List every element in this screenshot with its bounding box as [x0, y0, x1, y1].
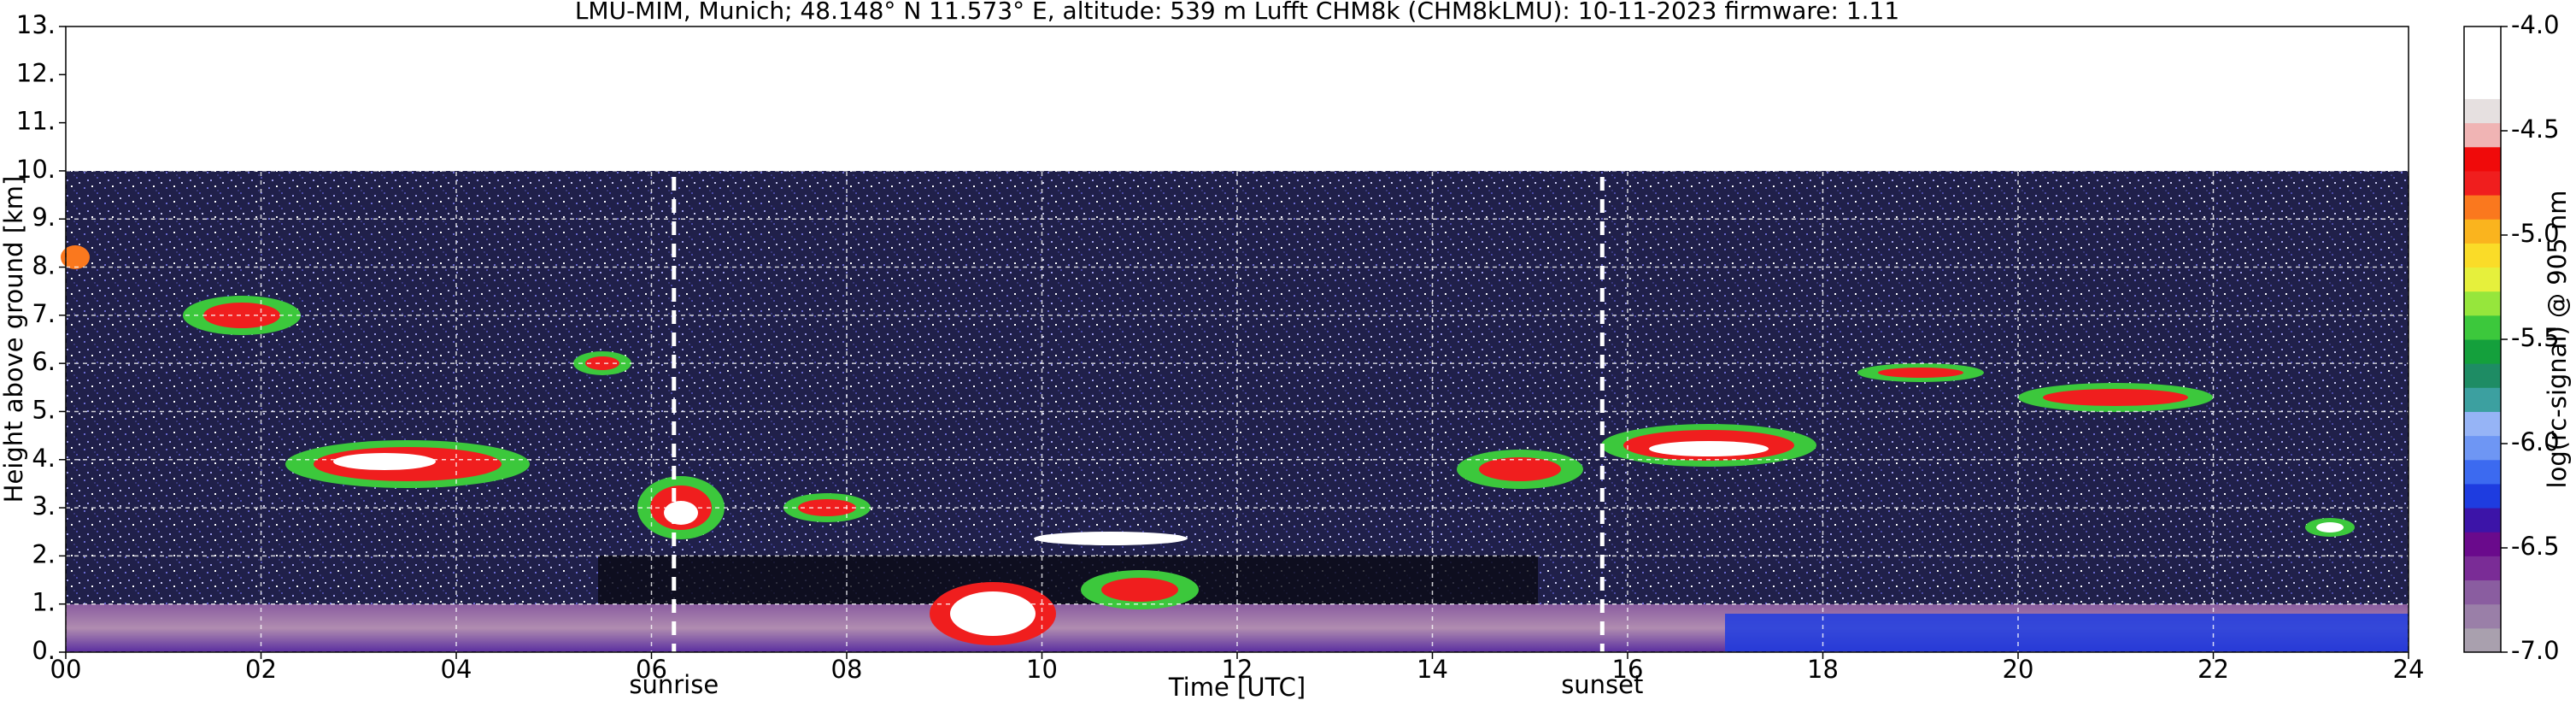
y-tick-label: 2. [32, 539, 56, 568]
y-tick-label: 7. [32, 299, 56, 328]
colorbar-swatch [2464, 50, 2501, 75]
colorbar-tick-label: -4.0 [2511, 10, 2560, 39]
y-tick-label: 10. [16, 155, 56, 184]
x-tick-label: 22 [2198, 655, 2229, 684]
annotation: sunrise [629, 670, 719, 699]
colorbar-swatch [2464, 122, 2501, 148]
colorbar-tick-label: -4.5 [2511, 115, 2560, 144]
heatmap [61, 171, 2409, 652]
x-tick-label: 12 [1222, 655, 1253, 684]
colorbar-swatch [2464, 603, 2501, 629]
y-tick-label: 11. [16, 107, 56, 136]
colorbar-tick-label: -6.5 [2511, 532, 2560, 561]
colorbar-swatch [2464, 98, 2501, 124]
colorbar-swatch [2464, 74, 2501, 99]
colorbar-swatch [2464, 387, 2501, 412]
colorbar-swatch [2464, 508, 2501, 532]
y-tick-label: 3. [32, 491, 56, 521]
colorbar-swatch [2464, 411, 2501, 437]
y-tick-label: 0. [32, 636, 56, 665]
colorbar-swatch [2464, 556, 2501, 581]
y-tick-label: 1. [32, 588, 56, 617]
y-axis-label: Height above ground [km] [0, 176, 28, 503]
cloud [61, 245, 2355, 645]
y-tick-label: 13. [16, 10, 56, 39]
colorbar-swatch [2464, 580, 2501, 605]
colorbar-swatch [2464, 291, 2501, 316]
colorbar-swatch [2464, 459, 2501, 485]
colorbar-tick-label: -5.0 [2511, 219, 2560, 248]
x-axis-label: Time [UTC] [1168, 673, 1306, 702]
y-tick-label: 5. [32, 395, 56, 424]
colorbar-tick-label: -5.5 [2511, 323, 2560, 352]
x-tick-label: 18 [1807, 655, 1839, 684]
x-tick-label: 14 [1417, 655, 1448, 684]
colorbar-swatch [2464, 315, 2501, 340]
x-tick-label: 00 [50, 655, 82, 684]
y-tick-label: 4. [32, 444, 56, 473]
colorbar-swatch [2464, 363, 2501, 388]
y-tick-label: 8. [32, 251, 56, 280]
y-tick-label: 6. [32, 347, 56, 376]
x-tick-label: 08 [831, 655, 863, 684]
x-tick-label: 04 [441, 655, 472, 684]
x-tick-label: 10 [1026, 655, 1058, 684]
colorbar-tick-label: -7.0 [2511, 636, 2560, 665]
colorbar-label: log(rc-signal) @ 905 nm [2543, 191, 2572, 489]
y-tick-label: 12. [16, 58, 56, 87]
y-tick-label: 9. [32, 203, 56, 232]
colorbar-swatch [2464, 170, 2501, 196]
colorbar-tick-label: -6.0 [2511, 427, 2560, 456]
x-tick-label: 20 [2003, 655, 2034, 684]
colorbar-swatch [2464, 243, 2501, 268]
x-tick-label: 24 [2393, 655, 2425, 684]
colorbar-swatch [2464, 435, 2501, 461]
colorbar-swatch [2464, 483, 2501, 509]
colorbar-swatch [2464, 627, 2501, 653]
colorbar-swatch [2464, 339, 2501, 364]
annotation: sunset [1561, 670, 1643, 699]
x-tick-label: 06 [636, 655, 667, 684]
colorbar-swatch [2464, 195, 2501, 220]
colorbar-swatch [2464, 532, 2501, 556]
colorbar-swatch [2464, 26, 2501, 51]
x-tick-label: 16 [1612, 655, 1644, 684]
colorbar-swatch [2464, 146, 2501, 172]
chart-title: LMU-MIM, Munich; 48.148° N 11.573° E, al… [575, 0, 1899, 25]
x-tick-label: 02 [245, 655, 277, 684]
colorbar-swatch [2464, 267, 2501, 292]
colorbar-swatch [2464, 219, 2501, 244]
